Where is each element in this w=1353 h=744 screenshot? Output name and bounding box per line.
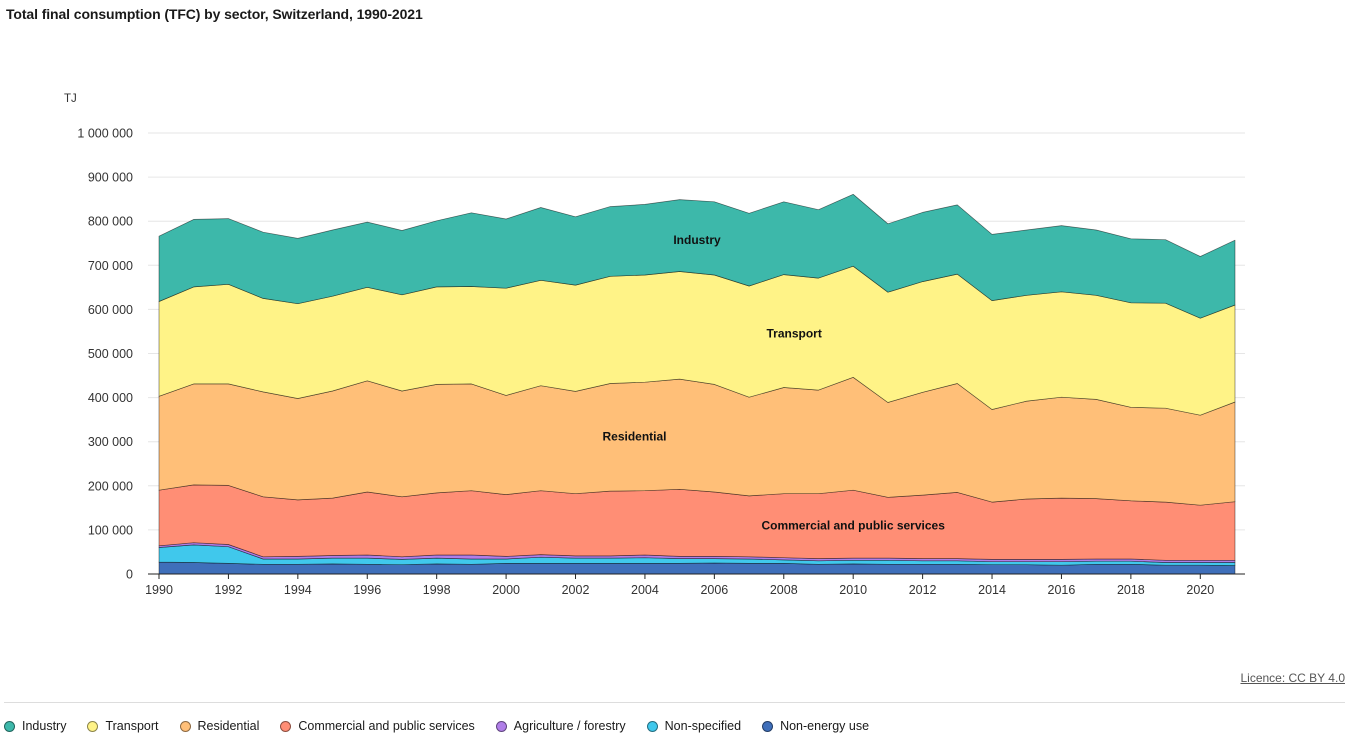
legend-item-non-specified[interactable]: Non-specified	[646, 719, 742, 733]
x-tick-label: 2020	[1186, 583, 1214, 597]
x-tick-label: 2014	[978, 583, 1006, 597]
x-tick-label: 2016	[1048, 583, 1076, 597]
x-tick-label: 2012	[909, 583, 937, 597]
legend-label: Agriculture / forestry	[513, 719, 626, 733]
legend-label: Non-energy use	[780, 719, 870, 733]
x-tick-label: 1990	[145, 583, 173, 597]
series-annotation: Industry	[673, 233, 721, 247]
y-tick-label: 900 000	[88, 171, 133, 185]
legend-label: Transport	[105, 719, 159, 733]
licence-link[interactable]: Licence: CC BY 4.0	[1240, 671, 1345, 685]
axes: 0 100 000 200 000 300 000 400 000 500 000 600 …	[64, 93, 1245, 597]
x-tick-label: 2002	[562, 583, 590, 597]
y-tick-label: 1 000 000	[77, 127, 133, 141]
legend-item-non-energy-use[interactable]: Non-energy use	[762, 719, 869, 733]
y-tick-label: 500 000	[88, 347, 133, 361]
legend-swatch	[87, 720, 99, 732]
y-axis-label: TJ	[64, 93, 77, 105]
series-annotation: Transport	[767, 327, 822, 341]
legend: Industry Transport Residential Commercial a…	[4, 719, 869, 733]
legend-divider	[4, 702, 1345, 703]
area-industry[interactable]	[158, 193, 1236, 319]
legend-swatch	[646, 720, 658, 732]
stacked-area-chart: 0 100 000 200 000 300 000 400 000 500 000 600 …	[64, 93, 1245, 597]
x-tick-label: 2000	[492, 583, 520, 597]
legend-swatch	[762, 720, 774, 732]
y-tick-label: 600 000	[88, 303, 133, 317]
y-tick-label: 0	[126, 568, 133, 582]
x-tick-label: 2010	[839, 583, 867, 597]
series-annotation: Commercial and public services	[761, 518, 945, 532]
legend-item-transport[interactable]: Transport	[87, 719, 159, 733]
legend-swatch	[495, 720, 507, 732]
x-tick-label: 1996	[353, 583, 381, 597]
y-tick-label: 300 000	[88, 435, 133, 449]
x-tick-label: 2008	[770, 583, 798, 597]
chart-title: Total final consumption (TFC) by sector,…	[6, 6, 423, 22]
legend-item-commercial-and-public-services[interactable]: Commercial and public services	[280, 719, 475, 733]
legend-label: Industry	[22, 719, 67, 733]
y-tick-label: 200 000	[88, 479, 133, 493]
series-annotation: Residential	[603, 429, 667, 443]
legend-label: Commercial and public services	[298, 719, 475, 733]
legend-swatch	[179, 720, 191, 732]
y-tick-label: 800 000	[88, 215, 133, 229]
y-tick-label: 400 000	[88, 391, 133, 405]
legend-item-industry[interactable]: Industry	[4, 719, 66, 733]
y-tick-label: 700 000	[88, 259, 133, 273]
y-tick-label: 100 000	[88, 523, 133, 537]
series-labels: Industry Transport Residential Commercial a…	[603, 233, 946, 532]
legend-swatch	[4, 720, 15, 732]
legend-swatch	[280, 720, 292, 732]
x-tick-label: 2006	[700, 583, 728, 597]
x-tick-label: 1998	[423, 583, 451, 597]
legend-label: Residential	[197, 719, 260, 733]
legend-label: Non-specified	[664, 719, 742, 733]
x-tick-label: 1992	[215, 583, 243, 597]
x-tick-label: 2018	[1117, 583, 1145, 597]
area-series	[158, 193, 1236, 575]
legend-item-agriculture-forestry[interactable]: Agriculture / forestry	[495, 719, 626, 733]
x-tick-label: 2004	[631, 583, 659, 597]
legend-item-residential[interactable]: Residential	[179, 719, 260, 733]
x-tick-label: 1994	[284, 583, 312, 597]
